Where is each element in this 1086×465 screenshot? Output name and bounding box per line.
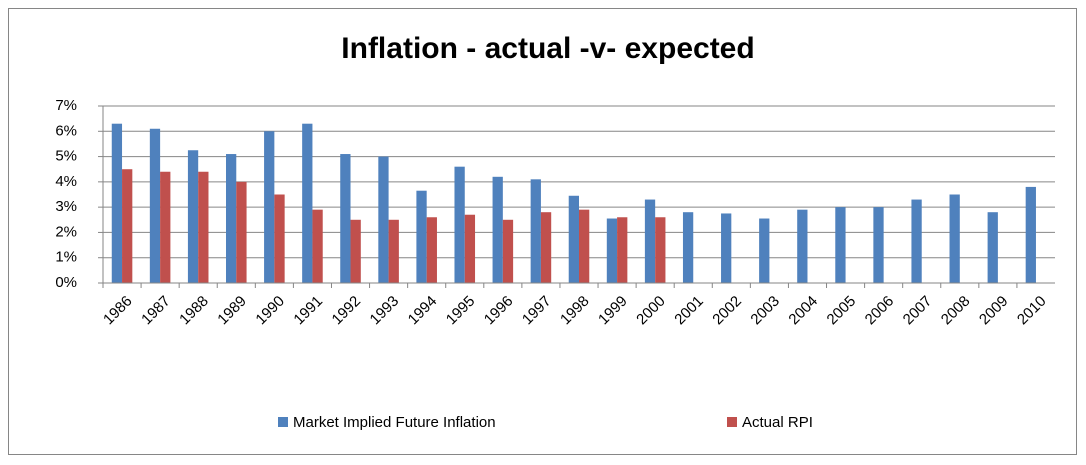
bar (312, 209, 323, 283)
bar (236, 181, 247, 283)
y-tick-label: 3% (55, 198, 77, 215)
bar (378, 156, 389, 283)
bar (540, 212, 552, 283)
y-tick-label: 1% (55, 249, 77, 266)
bar (416, 190, 427, 283)
bar (198, 171, 209, 283)
bar (454, 166, 465, 283)
bar (464, 214, 476, 283)
bar (160, 171, 171, 283)
bar (149, 128, 161, 283)
bar (617, 217, 628, 283)
y-tick-label: 0% (55, 274, 77, 291)
bar (655, 217, 666, 283)
y-tick-label: 2% (55, 223, 77, 240)
bar (225, 154, 237, 283)
bar (530, 179, 541, 283)
bar (350, 219, 361, 283)
bar (1025, 186, 1036, 283)
bar (721, 213, 732, 283)
bar (835, 207, 846, 283)
bar (340, 154, 351, 283)
y-tick-label: 6% (55, 122, 77, 139)
bar (502, 219, 514, 283)
bar (579, 209, 590, 283)
bar (873, 207, 884, 283)
bar (426, 217, 437, 283)
bar (122, 169, 133, 283)
bar (492, 176, 503, 283)
legend-swatch (278, 417, 288, 427)
y-tick-label: 5% (55, 148, 77, 165)
bar (274, 194, 285, 283)
y-tick-label: 7% (55, 97, 77, 114)
bar (797, 209, 808, 283)
bar (759, 218, 770, 283)
chart-title: Inflation - actual -v- expected (341, 32, 754, 65)
bar (606, 218, 618, 283)
legend-swatch (727, 417, 737, 427)
y-tick-label: 4% (55, 173, 77, 190)
bar (911, 199, 922, 283)
bar (302, 123, 313, 283)
bar (987, 212, 998, 283)
legend-label: Market Implied Future Inflation (293, 414, 496, 431)
bar (949, 194, 960, 283)
bar (264, 131, 275, 283)
bar (111, 123, 123, 283)
bar (187, 150, 199, 283)
legend-label: Actual RPI (742, 414, 813, 431)
bar (568, 195, 579, 283)
bar (682, 212, 694, 283)
bar (644, 199, 656, 283)
bar (388, 219, 399, 283)
